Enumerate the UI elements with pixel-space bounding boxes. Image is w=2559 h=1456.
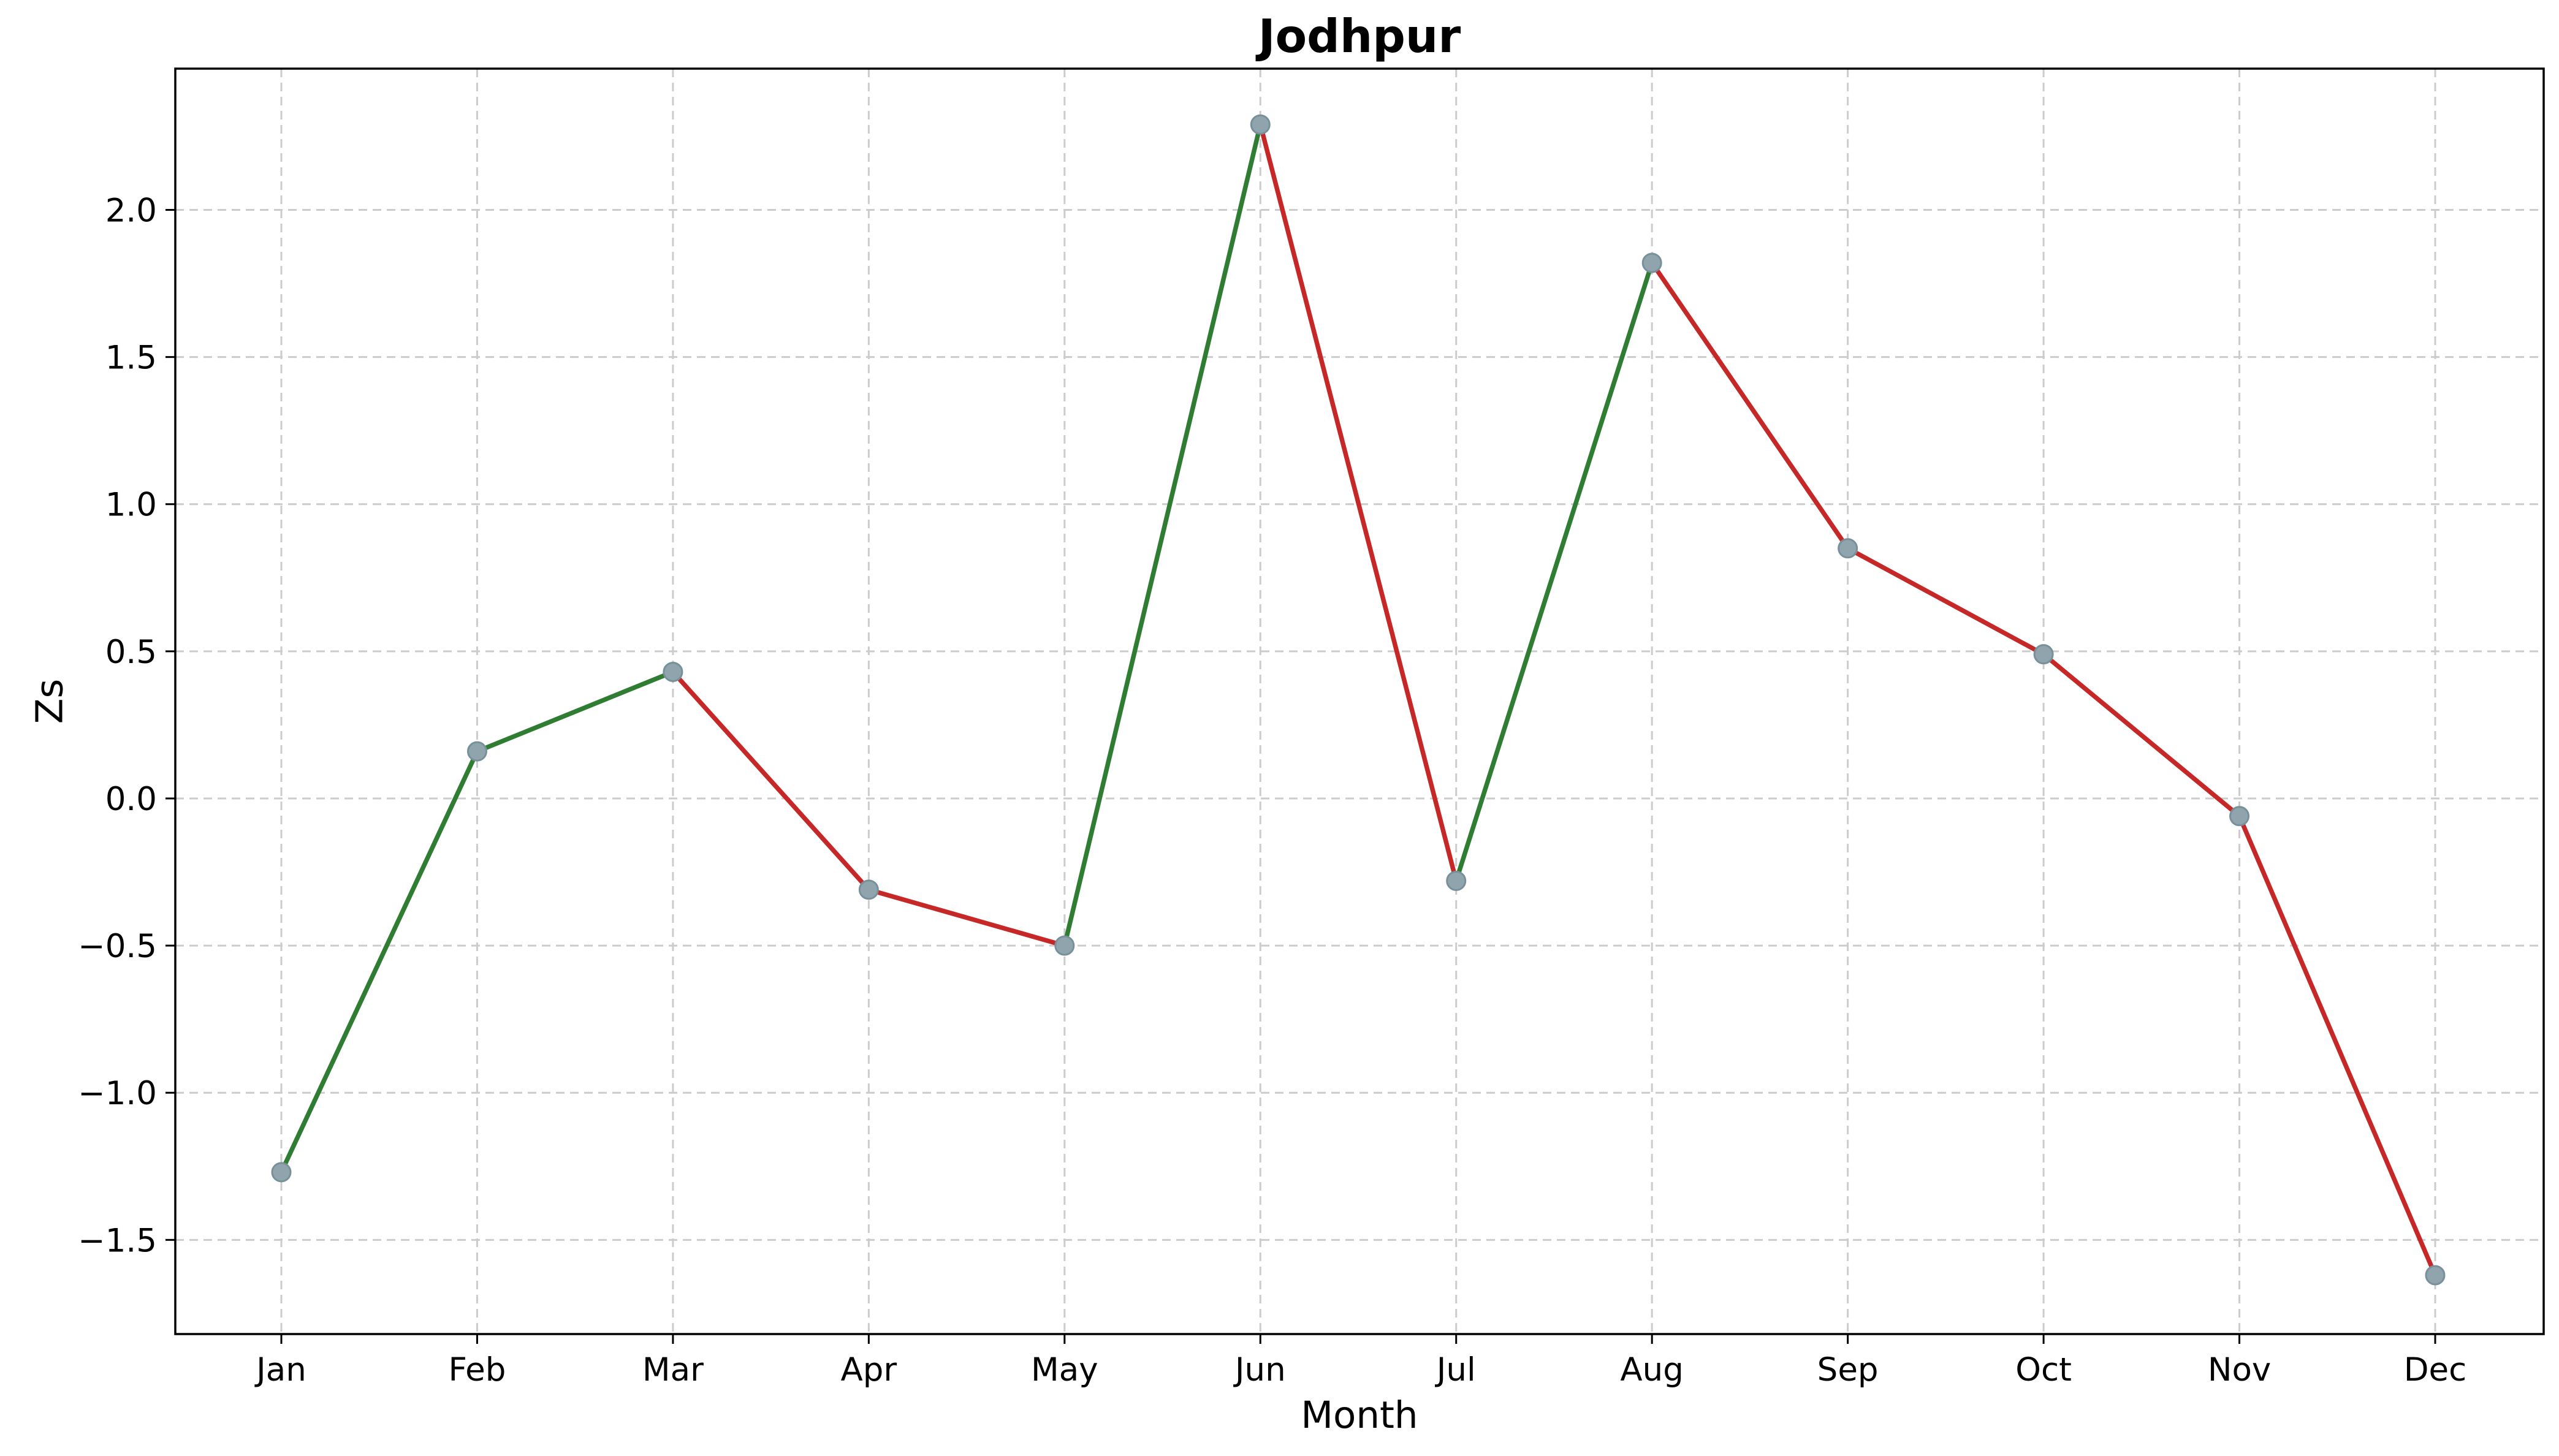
data-point bbox=[1641, 252, 1662, 273]
x-tick-label: Nov bbox=[2208, 1351, 2271, 1389]
y-tick-label: −1.5 bbox=[78, 1222, 157, 1259]
y-tick-label: −0.5 bbox=[78, 928, 157, 965]
segment-decrease bbox=[1845, 546, 2046, 657]
data-point bbox=[663, 661, 683, 682]
segment-decrease bbox=[2237, 814, 2438, 1278]
y-tick-label: 1.0 bbox=[105, 487, 157, 524]
y-tick-label: 2.0 bbox=[105, 192, 157, 230]
y-tick-label: 0.0 bbox=[105, 781, 157, 818]
data-point bbox=[1838, 538, 1858, 559]
x-tick-label: Jul bbox=[1435, 1351, 1476, 1389]
segment-decrease bbox=[1649, 260, 1850, 551]
y-tick-label: 1.5 bbox=[105, 339, 157, 377]
x-axis-label: Month bbox=[1301, 1393, 1418, 1437]
y-tick-label: 0.5 bbox=[105, 634, 157, 671]
data-point bbox=[2425, 1265, 2446, 1286]
segment-decrease bbox=[2041, 651, 2242, 819]
series-points bbox=[271, 114, 2446, 1286]
x-tick-label: May bbox=[1031, 1351, 1098, 1389]
x-tick-label: Oct bbox=[2015, 1351, 2072, 1389]
segment-increase bbox=[279, 749, 480, 1175]
data-point bbox=[1250, 114, 1271, 135]
x-tick-label: Apr bbox=[841, 1351, 897, 1389]
data-point bbox=[1446, 870, 1467, 891]
y-tick-label: −1.0 bbox=[78, 1075, 157, 1112]
data-point bbox=[466, 741, 487, 762]
chart-title: Jodhpur bbox=[1255, 9, 1461, 63]
y-axis-label: Zs bbox=[28, 679, 71, 724]
series-line bbox=[279, 122, 2438, 1278]
segment-increase bbox=[474, 669, 675, 754]
plot-frame bbox=[174, 67, 2545, 1335]
segment-decrease bbox=[866, 887, 1067, 948]
data-point bbox=[1054, 935, 1075, 956]
data-point bbox=[271, 1162, 292, 1183]
data-point bbox=[2229, 806, 2250, 827]
axis-ticks: Jan Feb Mar Apr May Jun Jul Aug Sep Oct Nov Dec −1.5… bbox=[78, 192, 2466, 1389]
segment-decrease bbox=[671, 669, 872, 892]
x-tick-label: Jan bbox=[254, 1351, 306, 1389]
x-tick-label: Mar bbox=[642, 1351, 704, 1389]
x-tick-label: Sep bbox=[1817, 1351, 1879, 1389]
segment-increase bbox=[1453, 260, 1654, 884]
x-tick-label: Aug bbox=[1620, 1351, 1684, 1389]
data-point bbox=[858, 879, 879, 900]
x-tick-label: Jun bbox=[1233, 1351, 1286, 1389]
x-tick-label: Dec bbox=[2404, 1351, 2467, 1389]
segment-decrease bbox=[1258, 122, 1459, 884]
x-tick-label: Feb bbox=[449, 1351, 506, 1389]
data-point bbox=[2033, 644, 2054, 665]
segment-increase bbox=[1062, 122, 1263, 948]
